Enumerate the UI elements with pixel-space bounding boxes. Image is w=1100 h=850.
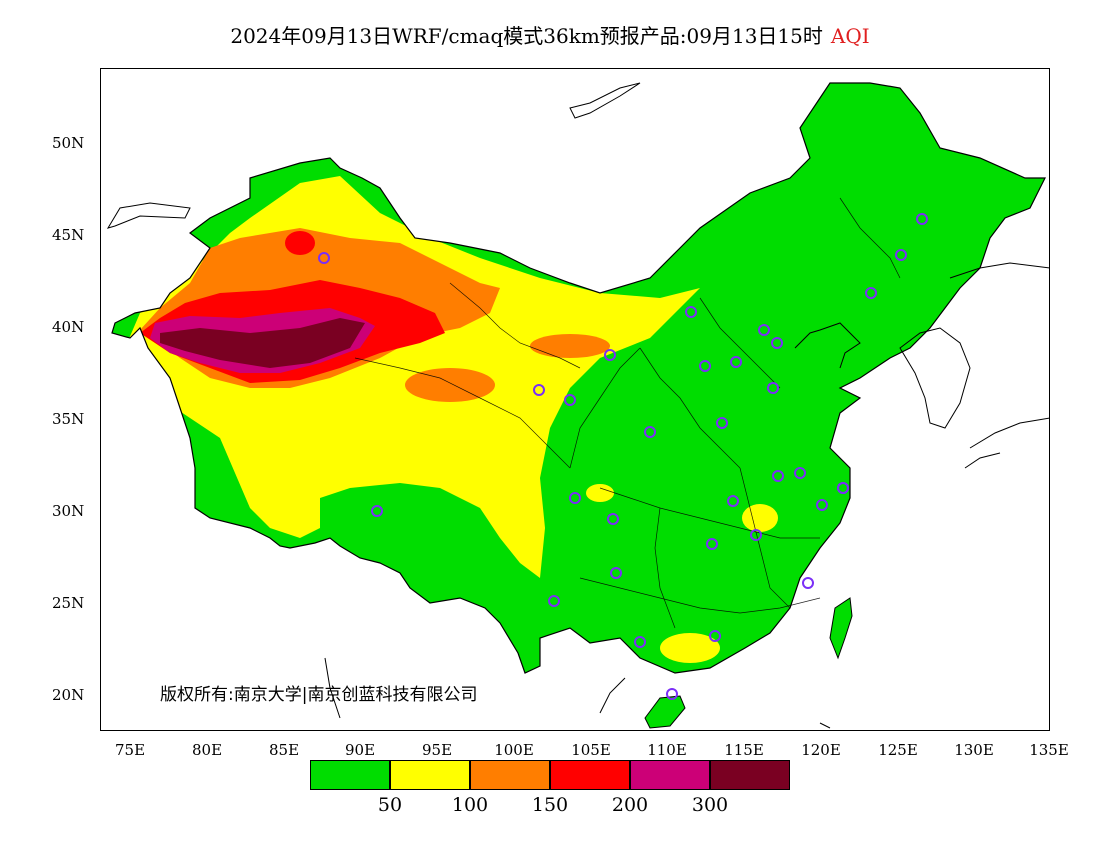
x-tick-label: 130E (954, 741, 994, 759)
title-text: 2024年09月13日WRF/cmaq模式36km预报产品:09月13日15时 (230, 24, 823, 48)
city-marker (604, 349, 616, 361)
city-marker (816, 499, 828, 511)
map-title: 2024年09月13日WRF/cmaq模式36km预报产品:09月13日15时 A… (0, 20, 1100, 49)
y-tick-label: 20N (52, 686, 85, 704)
city-marker (607, 513, 619, 525)
city-marker (916, 213, 928, 225)
x-tick-label: 75E (114, 741, 146, 759)
x-tick-label: 80E (191, 741, 223, 759)
city-marker (709, 630, 721, 642)
y-tick-label: 40N (52, 318, 85, 336)
city-marker (634, 636, 646, 648)
legend-label: 150 (531, 794, 569, 816)
x-tick-label: 110E (647, 741, 687, 759)
korea-coast (899, 327, 971, 429)
y-tick-label: 35N (52, 410, 85, 428)
city-marker (371, 505, 383, 517)
eastern-coast (949, 262, 1050, 279)
north-china-border (699, 297, 781, 389)
city-marker (685, 306, 697, 318)
aqi-usg-patch (530, 334, 610, 358)
sichuan-border (569, 347, 641, 469)
y-tick-label: 45N (52, 226, 85, 244)
bohai-coast (794, 322, 861, 369)
y-tick-label: 30N (52, 502, 85, 520)
x-tick-label: 85E (268, 741, 300, 759)
aqi-moderate-spot (742, 504, 778, 532)
city-marker (758, 324, 770, 336)
aqi-moderate-spot (586, 484, 614, 502)
x-tick-label: 100E (494, 741, 534, 759)
city-marker (772, 470, 784, 482)
y-tick-label: 25N (52, 594, 85, 612)
variable-label: AQI (830, 24, 870, 48)
province-borders (354, 197, 901, 629)
jiangxi-border (739, 467, 791, 609)
coastlines (106, 82, 1050, 729)
northeast-border (839, 197, 901, 279)
caspian-coast (106, 202, 191, 229)
city-marker (750, 529, 762, 541)
central-border (639, 347, 741, 469)
legend-label: 300 (691, 794, 729, 816)
x-tick-label: 95E (421, 741, 453, 759)
taiwan-island (829, 597, 853, 660)
city-marker (706, 538, 718, 550)
baikal-coast (569, 82, 641, 119)
legend-label: 100 (451, 794, 489, 816)
guizhou-border (654, 507, 676, 629)
southeast-asia-coast (324, 657, 831, 729)
legend-swatch (310, 760, 390, 790)
city-marker (794, 467, 806, 479)
city-marker (699, 360, 711, 372)
legend-label: 200 (611, 794, 649, 816)
city-markers (318, 213, 928, 700)
aqi-map (100, 68, 1050, 731)
city-marker (548, 595, 560, 607)
city-marker (895, 249, 907, 261)
japan-coast (964, 417, 1050, 469)
x-tick-label: 90E (344, 741, 376, 759)
city-marker (767, 382, 779, 394)
city-marker (318, 252, 330, 264)
south-china-border (579, 577, 821, 614)
city-marker (569, 492, 581, 504)
map-frame (100, 68, 1050, 731)
city-marker (533, 384, 545, 396)
gansu-border (449, 282, 581, 369)
x-tick-label: 115E (724, 741, 764, 759)
city-marker (730, 356, 742, 368)
copyright-text: 版权所有:南京大学|南京创蓝科技有限公司 (160, 685, 478, 705)
yangtze-border (599, 487, 820, 539)
x-tick-label: 120E (801, 741, 841, 759)
aqi-usg-patch (405, 368, 495, 402)
legend-swatch (550, 760, 630, 790)
city-marker (837, 482, 849, 494)
legend-swatch (710, 760, 790, 790)
city-marker (564, 394, 576, 406)
legend-label: 50 (377, 794, 403, 816)
x-tick-label: 135E (1029, 741, 1069, 759)
city-marker (610, 567, 622, 579)
aqi-moderate-spot (660, 633, 720, 663)
city-marker (771, 337, 783, 349)
legend-swatch (470, 760, 550, 790)
hainan-island (644, 695, 686, 729)
city-marker (716, 417, 728, 429)
city-marker (644, 426, 656, 438)
legend-swatch (630, 760, 710, 790)
city-marker (666, 688, 678, 700)
aqi-hazardous-area (160, 318, 365, 368)
y-tick-label: 50N (52, 134, 85, 152)
xinjiang-tibet-border (354, 357, 571, 469)
city-marker (802, 577, 814, 589)
city-marker (865, 287, 877, 299)
aqi-unhealthy-spot (285, 231, 315, 255)
city-marker (727, 495, 739, 507)
legend-swatch (390, 760, 470, 790)
x-tick-label: 125E (878, 741, 918, 759)
x-tick-label: 105E (571, 741, 611, 759)
